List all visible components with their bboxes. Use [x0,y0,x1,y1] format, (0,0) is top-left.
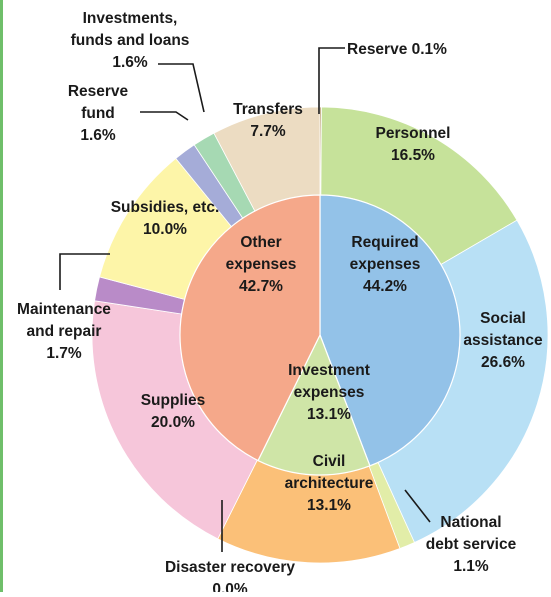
label-civil-line: architecture [285,475,374,492]
label-investment-line: 13.1% [307,406,351,423]
label-maintenance-line: and repair [27,323,102,340]
leader-line-investments-funds [158,63,205,113]
label-required-line: expenses [350,256,421,273]
inner-slice-required [319,194,461,467]
label-required-line: 44.2% [363,278,407,295]
label-subsidies-line: Subsidies, etc. [111,199,220,216]
label-transfers: Transfers 7.7% [233,101,303,140]
leader-line-national-debt [404,489,431,523]
label-investments-funds-line: 1.6% [112,54,148,71]
leader-line-reserve-fund [140,111,189,121]
label-supplies-line: Supplies [141,392,206,409]
label-maintenance-line: 1.7% [46,345,82,362]
label-other-line: 42.7% [239,278,283,295]
left-edge-bar [0,0,3,592]
label-personnel-line: 16.5% [391,147,435,164]
label-required: Required expenses 44.2% [350,234,421,295]
label-maintenance: Maintenance and repair 1.7% [17,301,111,362]
inner-slice-other [179,194,321,462]
label-civil-line: Civil [313,453,346,470]
label-civil-line: 13.1% [307,497,351,514]
inner-pie [179,194,461,476]
label-reserve-fund-line: 1.6% [80,127,116,144]
label-social-line: assistance [463,332,543,349]
label-social: Social assistance 26.6% [463,310,543,371]
label-other-line: Other [240,234,281,251]
label-personnel: Personnel 16.5% [376,125,451,164]
label-disaster: Disaster recovery 0.0% [165,559,295,592]
label-national-debt-line: debt service [426,536,517,553]
inner-slice-investment [257,333,371,476]
label-other: Other expenses 42.7% [226,234,297,295]
label-reserve-fund-line: fund [81,105,115,122]
label-disaster-line: Disaster recovery [165,559,295,576]
label-national-debt: National debt service 1.1% [426,514,517,575]
label-investment-line: expenses [294,384,365,401]
leader-lines [59,47,431,552]
label-disaster-line: 0.0% [212,581,248,592]
label-other-line: expenses [226,256,297,273]
label-maintenance-line: Maintenance [17,301,111,318]
label-reserve-fund-line: Reserve [68,83,129,100]
leader-line-reserve [318,47,345,114]
leader-line-maintenance [59,253,110,290]
label-social-line: Social [480,310,526,327]
label-national-debt-line: National [440,514,501,531]
label-national-debt-line: 1.1% [453,558,489,575]
label-subsidies-line: 10.0% [143,221,187,238]
label-reserve: Reserve 0.1% [347,41,447,58]
label-social-line: 26.6% [481,354,525,371]
label-investments-funds-line: funds and loans [71,32,190,49]
label-investment: Investment expenses 13.1% [288,362,370,423]
label-civil: Civil architecture 13.1% [285,453,374,514]
label-supplies: Supplies 20.0% [141,392,206,431]
label-subsidies: Subsidies, etc. 10.0% [111,199,220,238]
label-reserve-fund: Reserve fund 1.6% [68,83,129,144]
label-transfers-line: 7.7% [250,123,286,140]
label-personnel-line: Personnel [376,125,451,142]
label-investment-line: Investment [288,362,370,379]
label-required-line: Required [351,234,418,251]
label-transfers-line: Transfers [233,101,303,118]
label-supplies-line: 20.0% [151,414,195,431]
label-investments-funds: Investments, funds and loans 1.6% [71,10,190,71]
label-investments-funds-line: Investments, [83,10,178,27]
label-reserve-line: Reserve 0.1% [347,41,447,58]
